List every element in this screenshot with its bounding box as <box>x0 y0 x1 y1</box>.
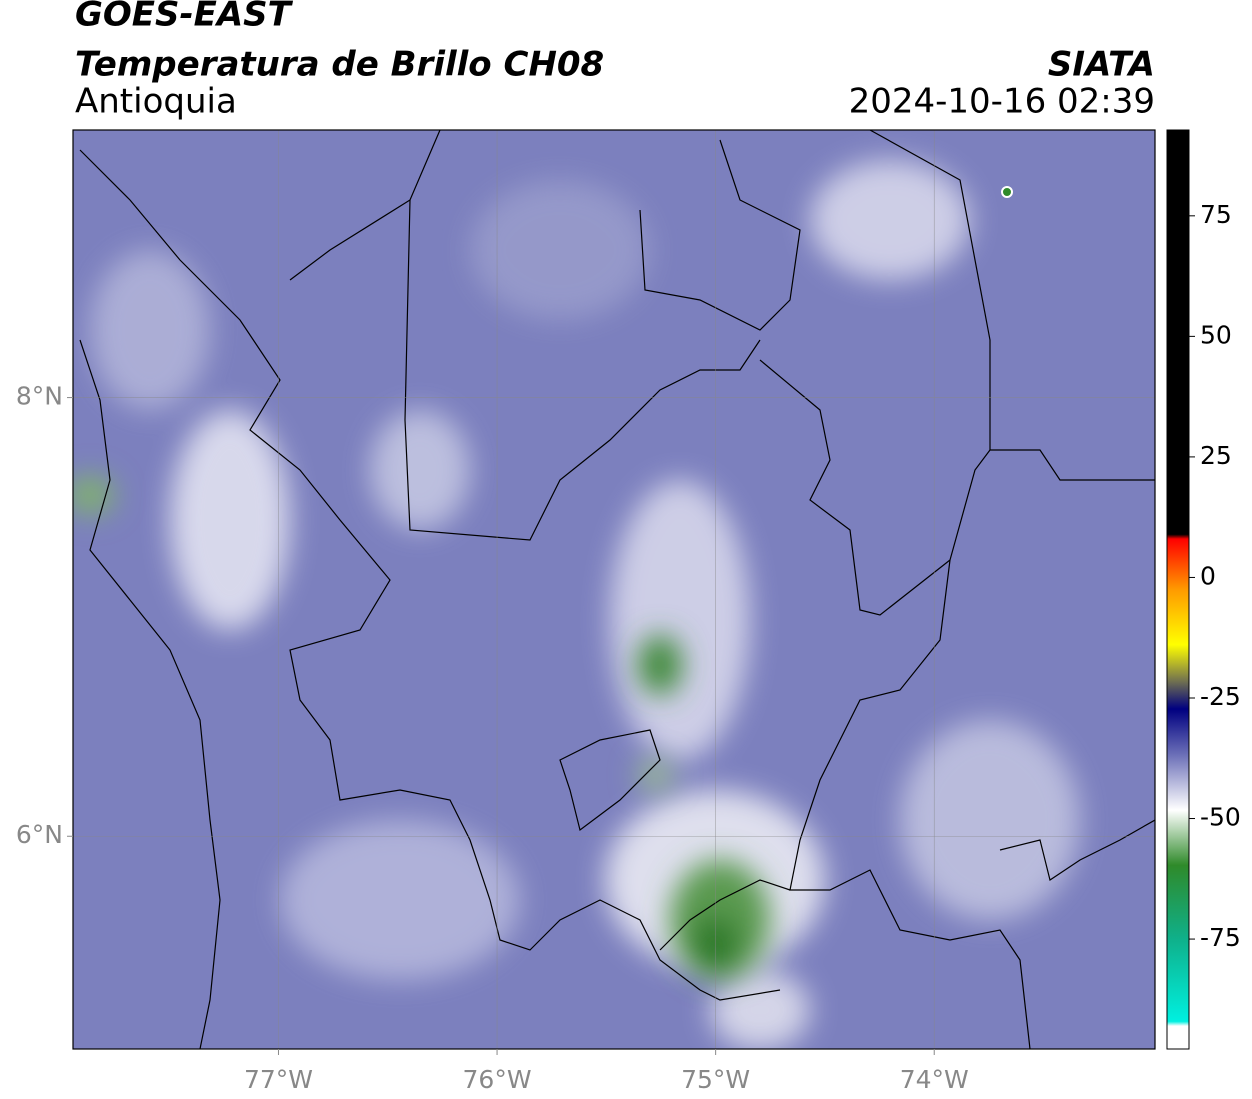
subtitle: Temperatura de Brillo CH08 <box>75 45 604 85</box>
satellite-image <box>73 130 1155 1049</box>
colorbar-tick-label: 0 <box>1200 561 1216 590</box>
region: Antioquia <box>75 82 237 122</box>
colorbar-tick-label: 25 <box>1200 441 1232 470</box>
colorbar <box>1166 129 1190 1050</box>
timestamp: 2024-10-16 02:39 <box>849 82 1155 122</box>
map-frame <box>72 129 1156 1050</box>
colorbar-tick-label: -50 <box>1200 803 1241 832</box>
x-tick-label: 77°W <box>244 1065 313 1094</box>
title: GOES-EAST <box>75 0 294 35</box>
y-tick-label: 6°N <box>16 820 63 849</box>
x-tick-label: 74°W <box>900 1065 969 1094</box>
y-tick-label: 8°N <box>16 382 63 411</box>
colorbar-tick-label: 50 <box>1200 320 1232 349</box>
colorbar-tick-label: -25 <box>1200 682 1241 711</box>
x-tick-label: 75°W <box>681 1065 750 1094</box>
colorbar-tick-label: 75 <box>1200 200 1232 229</box>
x-tick-label: 76°W <box>463 1065 532 1094</box>
colorbar-tick-label: -75 <box>1200 923 1241 952</box>
source: SIATA <box>1048 45 1155 85</box>
